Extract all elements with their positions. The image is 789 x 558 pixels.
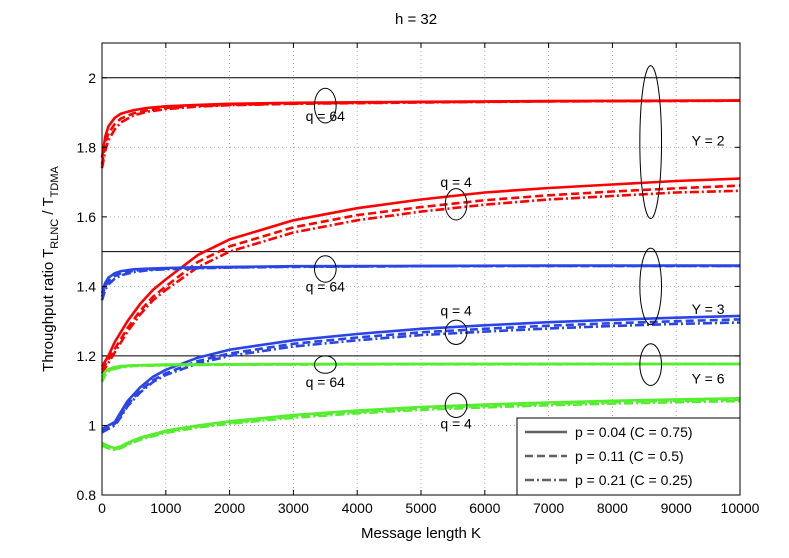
y-tick-label: 0.8 bbox=[77, 487, 97, 503]
y-axis-label-prefix: Throughput ratio T bbox=[40, 249, 57, 372]
annotation-label: q = 4 bbox=[440, 303, 472, 319]
legend-label: p = 0.11 (C = 0.5) bbox=[575, 448, 684, 464]
series-line-y3-q64-dashed bbox=[100, 264, 740, 298]
x-tick-label: 3000 bbox=[278, 500, 309, 516]
series-line-y2-q4-dashdot bbox=[100, 189, 741, 374]
y-tick-label: 1.8 bbox=[77, 139, 97, 155]
series-line-y3-q4-solid bbox=[101, 314, 741, 431]
x-tick-label: 10000 bbox=[721, 500, 760, 516]
x-tick-label: 8000 bbox=[597, 500, 628, 516]
annotation-ellipse bbox=[444, 392, 468, 418]
x-tick-label: 4000 bbox=[342, 500, 373, 516]
series-line-y3-q64-dashdot bbox=[100, 264, 740, 301]
series-line-y6-q64-dashed bbox=[100, 362, 740, 381]
annotation-ellipse bbox=[313, 255, 337, 283]
x-tick-label: 2000 bbox=[214, 500, 245, 516]
annotation-label: Y = 2 bbox=[692, 132, 725, 148]
y-axis-label: Throughput ratio TRLNC / TTDMA bbox=[40, 166, 61, 372]
series-line-y3-q4-dashdot bbox=[101, 321, 741, 434]
x-tick-label: 5000 bbox=[405, 500, 436, 516]
annotation-ellipse bbox=[444, 319, 468, 345]
y-axis-label-mid: / T bbox=[40, 197, 57, 218]
annotation-label: Y = 6 bbox=[692, 371, 725, 387]
axis-ticks: 0 1000 2000 3000 4000 5000 6000 7000 8000 9000 100… bbox=[77, 43, 760, 516]
annotation-label: q = 64 bbox=[306, 108, 346, 124]
annotation-label: q = 4 bbox=[440, 174, 472, 190]
y-tick-label: 1.6 bbox=[77, 209, 97, 225]
annotation-ellipses bbox=[313, 65, 663, 418]
y-tick-label: 1.4 bbox=[77, 278, 97, 294]
annotation-ellipse bbox=[639, 343, 663, 386]
annotation-ellipse bbox=[313, 355, 337, 374]
annotation-ellipse bbox=[639, 65, 663, 220]
y-axis-label-sub2: TDMA bbox=[49, 166, 61, 198]
annotation-ellipse bbox=[639, 247, 663, 326]
y-tick-label: 1.2 bbox=[77, 348, 97, 364]
annotation-ellipse bbox=[444, 188, 468, 221]
series-line-y2-q64-solid bbox=[100, 99, 741, 158]
series-line-y2-q4-solid bbox=[100, 177, 741, 368]
series-lines bbox=[100, 99, 741, 452]
legend-label: p = 0.21 (C = 0.25) bbox=[575, 472, 693, 488]
legend-label: p = 0.04 (C = 0.75) bbox=[575, 424, 693, 440]
x-axis-label: Message length K bbox=[361, 525, 481, 542]
legend: p = 0.04 (C = 0.75) p = 0.11 (C = 0.5) p =… bbox=[516, 417, 741, 496]
series-line-y6-q4-dashdot bbox=[101, 399, 741, 452]
annotations: q = 64 q = 4 Y = 2 q = 64 q = 4 Y = 3 q = 64 Y … bbox=[306, 108, 725, 432]
x-tick-label: 1000 bbox=[150, 500, 181, 516]
y-axis-label-sub1: RLNC bbox=[49, 219, 61, 249]
x-tick-label: 9000 bbox=[661, 500, 692, 516]
annotation-label: q = 4 bbox=[440, 416, 472, 432]
y-tick-label: 1 bbox=[88, 417, 96, 433]
series-line-y2-q4-dashed bbox=[100, 184, 741, 371]
x-tick-label: 7000 bbox=[533, 500, 564, 516]
series-line-y3-q4-dashed bbox=[101, 318, 741, 432]
x-tick-label: 0 bbox=[98, 500, 106, 516]
annotation-label: Y = 3 bbox=[692, 301, 725, 317]
y-tick-label: 2 bbox=[88, 70, 96, 86]
annotation-label: q = 64 bbox=[306, 374, 346, 390]
series-line-y2-q64-dashdot bbox=[100, 99, 741, 169]
x-tick-label: 6000 bbox=[469, 500, 500, 516]
chart-title: h = 32 bbox=[395, 11, 437, 28]
annotation-label: q = 64 bbox=[306, 278, 346, 294]
series-line-y6-q64-dashdot bbox=[100, 362, 741, 383]
annotation-ellipse bbox=[313, 87, 337, 124]
